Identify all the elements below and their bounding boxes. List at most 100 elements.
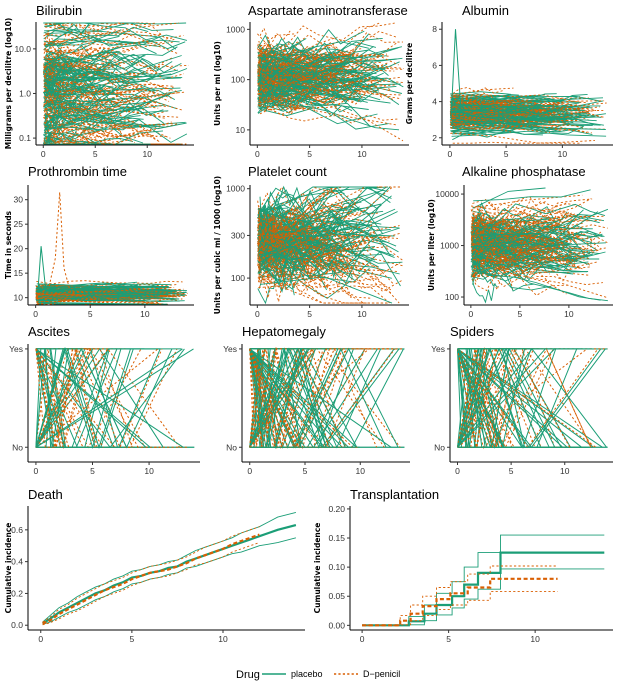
y-tick-label: 4 (432, 97, 437, 107)
panel-title: Spiders (450, 324, 495, 339)
series-line-dpenicil (259, 88, 296, 90)
y-axis-label: Grams per decilitre (405, 43, 414, 125)
series-line-dpenicil (259, 274, 285, 302)
x-tick-label: 0 (38, 634, 43, 644)
series-line-dpenicil (451, 117, 526, 127)
series-line-dpenicil (257, 235, 378, 289)
series-line-dpenicil (258, 67, 397, 87)
series-line-dpenicil (249, 348, 270, 448)
series-line-dpenicil (249, 348, 346, 448)
y-tick-label: 0.1 (19, 133, 31, 143)
series-line-dpenicil (259, 226, 364, 255)
series-line-dpenicil (259, 85, 337, 107)
series-line-dpenicil (249, 347, 378, 448)
series-line-placebo (471, 264, 588, 277)
y-tick-label: 2 (432, 133, 437, 143)
series-line-dpenicil (472, 211, 498, 228)
series-line-dpenicil (450, 87, 514, 96)
series-line-placebo (44, 78, 56, 97)
series-line-dpenicil (249, 348, 315, 448)
series-line-placebo (457, 348, 491, 448)
series-line-dpenicil (472, 212, 567, 252)
series-line-placebo (259, 228, 337, 275)
series-line-dpenicil (450, 99, 539, 104)
series-line-dpenicil (258, 216, 327, 266)
series-line-dpenicil (46, 113, 121, 127)
series-line-dpenicil (249, 348, 370, 448)
legend: Drug placebo D−penicil (236, 669, 400, 681)
series-line-dpenicil (44, 83, 142, 117)
plot-area (35, 192, 188, 305)
series-line-dpenicil (257, 83, 317, 108)
x-tick-label: 5 (307, 149, 312, 159)
series-line-dpenicil (472, 220, 592, 246)
y-tick-label: Yes (9, 344, 23, 354)
series-line-dpenicil (258, 237, 360, 278)
series-line-placebo (259, 211, 398, 251)
series-line-placebo (249, 348, 392, 448)
series-line-dpenicil (471, 247, 529, 260)
panel-title: Albumin (462, 3, 509, 18)
y-tick-label: 0.05 (328, 591, 345, 601)
x-tick-label: 5 (303, 466, 308, 476)
series-line-placebo (473, 244, 523, 259)
x-tick-label: 5 (307, 309, 312, 319)
y-tick-label: 0.15 (328, 533, 345, 543)
series-line-placebo (473, 241, 582, 258)
series-line-dpenicil (473, 217, 544, 236)
series-line-dpenicil (457, 348, 526, 449)
series-line-placebo (43, 25, 180, 44)
y-tick-label: 1000 (226, 24, 245, 34)
series-line-placebo (45, 57, 72, 62)
x-tick-label: 10 (357, 149, 367, 159)
series-line-dpenicil (258, 75, 391, 91)
y-tick-label: Yes (223, 344, 237, 354)
series-line-dpenicil (470, 238, 563, 255)
x-tick-label: 0 (360, 634, 365, 644)
series-line-dpenicil (258, 43, 334, 82)
series-line-placebo (471, 278, 498, 304)
series-line-dpenicil (258, 51, 388, 71)
series-line-dpenicil (258, 186, 379, 257)
panel-hepatomegaly: 0 5 10 No Yes Hepatomegaly (223, 324, 410, 476)
series-line-dpenicil (35, 348, 73, 448)
series-line-placebo (452, 110, 576, 122)
series-line-dpenicil (35, 348, 116, 448)
series-line-dpenicil (44, 99, 91, 123)
series-line-dpenicil (35, 348, 163, 449)
series-line-placebo (470, 267, 497, 287)
x-tick-label: 0 (255, 309, 260, 319)
y-axis-label: Units per liter (log10) (427, 199, 436, 291)
series-line-dpenicil (35, 348, 55, 448)
series-line-dpenicil (45, 126, 162, 143)
series-line-dpenicil (471, 206, 578, 225)
series-line-dpenicil (44, 112, 90, 135)
x-tick-label: 5 (446, 634, 451, 644)
series-line-dpenicil (258, 58, 285, 76)
series-line-placebo (457, 348, 552, 448)
panel-title: Prothrombin time (28, 164, 127, 179)
series-line-placebo (43, 68, 188, 125)
series-line-dpenicil (43, 39, 135, 47)
series-line-dpenicil (45, 124, 138, 144)
series-line-placebo (42, 61, 68, 78)
series-line-dpenicil (259, 213, 281, 268)
panel-title: Alkaline phosphatase (462, 164, 586, 179)
y-tick-label: No (434, 442, 445, 452)
series-line-placebo (472, 251, 547, 272)
x-tick-label: 0 (247, 466, 252, 476)
series-line-dpenicil (472, 195, 545, 219)
series-line-placebo (472, 225, 603, 241)
series-line-placebo (259, 198, 384, 224)
panel-prothrombin: 0 5 10 10 15 20 25 30 Prothrombin time Time in se… (4, 164, 194, 319)
series-line-dpenicil (44, 101, 150, 132)
series-line-dpenicil (258, 222, 375, 245)
y-tick-label: 0.4 (11, 557, 23, 567)
series-line-dpenicil (249, 348, 263, 448)
series-line-dpenicil (259, 87, 385, 105)
series-line-dpenicil (35, 347, 190, 448)
series-line-placebo (449, 121, 535, 125)
series-line-placebo (472, 203, 606, 230)
series-line-dpenicil (260, 66, 391, 87)
